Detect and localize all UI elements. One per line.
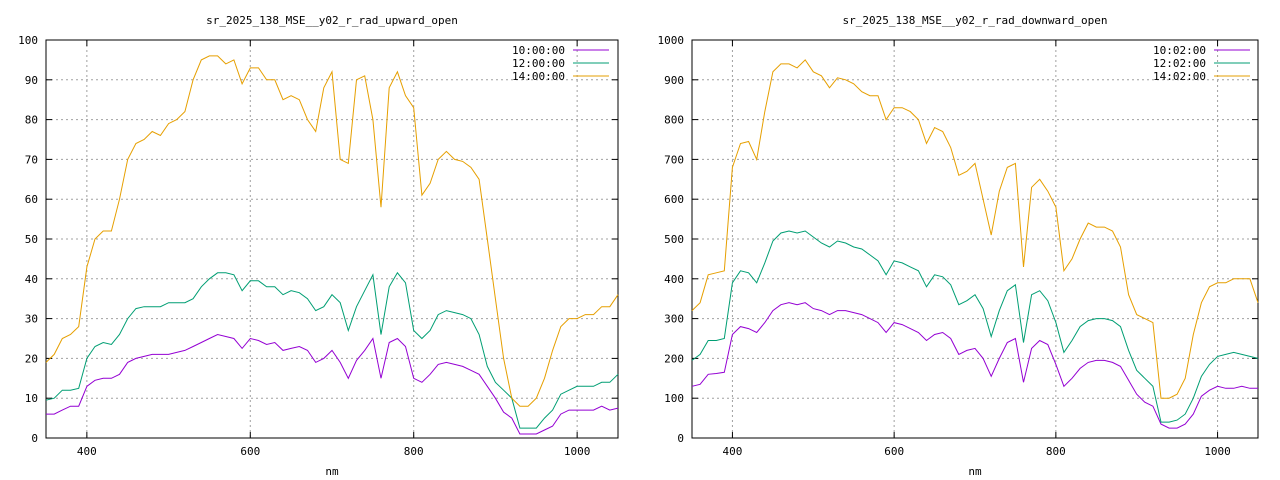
y-tick-label: 700 <box>664 153 684 166</box>
chart-panel-upward: 400 600 800 1000 0 10 20 30 40 50 60 70 80 90 100 sr_20… <box>18 14 618 478</box>
chart-panel-downward: 400 600 800 1000 0 100 200 300 400 500 600 700 800 90… <box>658 14 1259 478</box>
x-tick-label: 400 <box>722 445 742 458</box>
y-tick-label: 50 <box>25 233 38 246</box>
y-tick-label: 0 <box>31 432 38 445</box>
legend-label: 14:00:00 <box>512 70 565 83</box>
legend-label: 14:02:00 <box>1153 70 1206 83</box>
x-tick-label: 1000 <box>564 445 591 458</box>
y-tick-label: 800 <box>664 114 684 127</box>
y-tick-label: 400 <box>664 273 684 286</box>
legend-label: 12:00:00 <box>512 57 565 70</box>
series-line-10-00-00 <box>46 335 618 435</box>
y-tick-label: 500 <box>664 233 684 246</box>
y-tick-label: 100 <box>18 34 38 47</box>
legend-label: 10:02:00 <box>1153 44 1206 57</box>
x-tick-label: 1000 <box>1204 445 1231 458</box>
y-tick-label: 0 <box>677 432 684 445</box>
chart-title: sr_2025_138_MSE__y02_r_rad_upward_open <box>206 14 458 27</box>
x-tick-label: 400 <box>77 445 97 458</box>
x-tick-label: 800 <box>1046 445 1066 458</box>
chart-title: sr_2025_138_MSE__y02_r_rad_downward_open <box>843 14 1108 27</box>
y-tick-label: 90 <box>25 74 38 87</box>
series-line-14-00-00 <box>46 56 618 406</box>
series-line-12-02-00 <box>692 231 1258 422</box>
x-axis-label: nm <box>325 465 339 478</box>
x-tick-label: 600 <box>884 445 904 458</box>
y-tick-label: 30 <box>25 313 38 326</box>
y-tick-label: 20 <box>25 352 38 365</box>
y-tick-label: 70 <box>25 153 38 166</box>
y-tick-label: 300 <box>664 313 684 326</box>
series-line-10-02-00 <box>692 303 1258 428</box>
y-tick-label: 100 <box>664 392 684 405</box>
y-tick-label: 600 <box>664 193 684 206</box>
legend-label: 12:02:00 <box>1153 57 1206 70</box>
x-tick-label: 800 <box>404 445 424 458</box>
series-line-14-02-00 <box>692 60 1258 398</box>
y-tick-label: 60 <box>25 193 38 206</box>
y-tick-label: 10 <box>25 392 38 405</box>
x-axis-label: nm <box>968 465 982 478</box>
y-tick-label: 1000 <box>658 34 685 47</box>
y-tick-label: 80 <box>25 114 38 127</box>
y-tick-label: 900 <box>664 74 684 87</box>
x-tick-label: 600 <box>240 445 260 458</box>
legend-label: 10:00:00 <box>512 44 565 57</box>
y-tick-label: 200 <box>664 352 684 365</box>
y-tick-label: 40 <box>25 273 38 286</box>
